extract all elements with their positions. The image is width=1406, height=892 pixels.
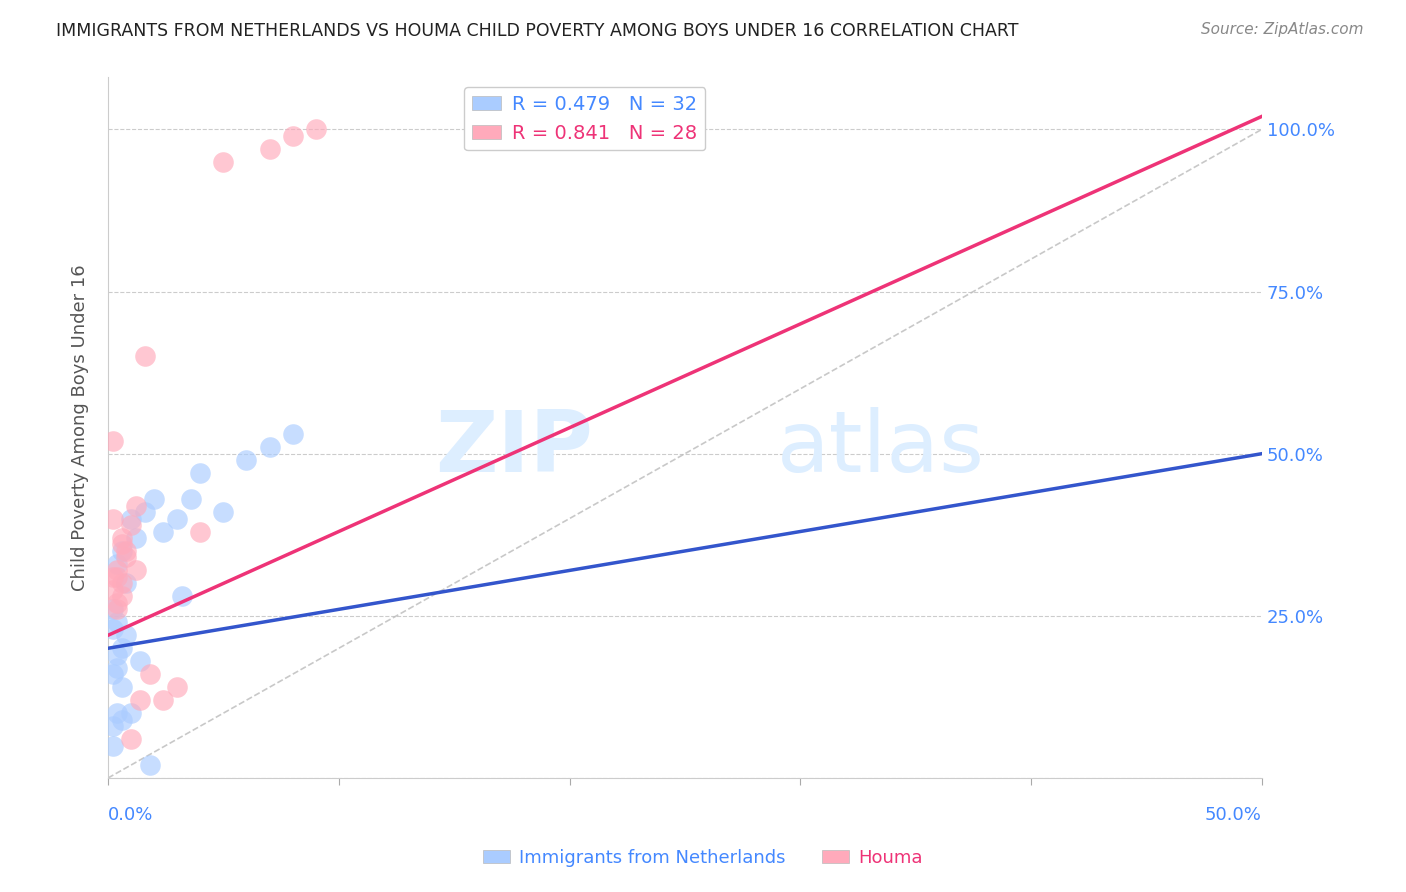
Point [111,641,134,656]
Point [152,524,174,539]
Point [305,122,328,136]
Point [101,622,124,636]
Point [125,499,148,513]
Point [111,680,134,694]
Point [166,680,188,694]
Point [134,505,156,519]
Point [105,706,128,720]
Point [115,544,138,558]
Text: IMMIGRANTS FROM NETHERLANDS VS HOUMA CHILD POVERTY AMONG BOYS UNDER 16 CORRELATI: IMMIGRANTS FROM NETHERLANDS VS HOUMA CHI… [56,22,1019,40]
Point [101,570,124,584]
Point [212,505,235,519]
Point [188,466,211,480]
Point [111,713,134,727]
Text: ZIP: ZIP [434,408,593,491]
Point [180,492,202,507]
Point [101,739,124,753]
Point [120,732,142,747]
Point [129,693,152,707]
Point [115,550,138,565]
Point [105,615,128,630]
Point [105,602,128,616]
Y-axis label: Child Poverty Among Boys Under 16: Child Poverty Among Boys Under 16 [72,264,89,591]
Point [259,440,281,454]
Legend: R = 0.479   N = 32, R = 0.841   N = 28: R = 0.479 N = 32, R = 0.841 N = 28 [464,87,706,151]
Point [101,667,124,681]
Point [120,511,142,525]
Point [105,557,128,571]
Point [120,518,142,533]
Point [281,128,304,143]
Legend: Immigrants from Netherlands, Houma: Immigrants from Netherlands, Houma [477,842,929,874]
Point [115,628,138,642]
Point [170,590,193,604]
Point [111,531,134,545]
Text: atlas: atlas [778,408,986,491]
Point [115,576,138,591]
Point [111,590,134,604]
Point [101,582,124,597]
Point [101,434,124,448]
Point [105,648,128,662]
Point [101,602,124,616]
Point [129,654,152,668]
Point [105,563,128,577]
Point [125,531,148,545]
Text: 50.0%: 50.0% [1205,806,1263,824]
Point [138,667,160,681]
Point [138,758,160,772]
Point [105,570,128,584]
Text: 0.0%: 0.0% [108,806,153,824]
Point [101,511,124,525]
Point [105,596,128,610]
Point [143,492,166,507]
Point [111,576,134,591]
Point [125,563,148,577]
Point [105,661,128,675]
Point [111,537,134,551]
Text: Source: ZipAtlas.com: Source: ZipAtlas.com [1201,22,1364,37]
Point [235,453,257,467]
Point [259,142,281,156]
Point [152,693,174,707]
Point [134,350,156,364]
Point [281,427,304,442]
Point [166,511,188,525]
Point [188,524,211,539]
Point [120,706,142,720]
Point [111,544,134,558]
Point [212,154,235,169]
Point [101,719,124,733]
